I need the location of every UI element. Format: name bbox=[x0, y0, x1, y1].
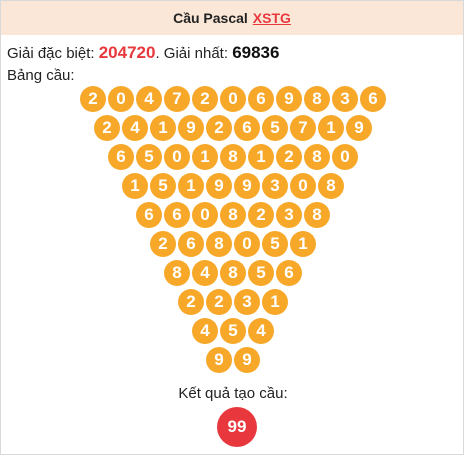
number-ball: 6 bbox=[360, 86, 386, 112]
number-ball: 8 bbox=[304, 86, 330, 112]
number-ball: 2 bbox=[248, 202, 274, 228]
result-ball: 99 bbox=[217, 407, 257, 447]
number-ball: 0 bbox=[220, 86, 246, 112]
number-ball: 5 bbox=[136, 144, 162, 170]
number-ball: 5 bbox=[262, 115, 288, 141]
number-ball: 0 bbox=[192, 202, 218, 228]
number-ball: 3 bbox=[234, 289, 260, 315]
number-ball: 0 bbox=[332, 144, 358, 170]
number-ball: 9 bbox=[206, 173, 232, 199]
number-ball: 2 bbox=[276, 144, 302, 170]
number-ball: 8 bbox=[164, 260, 190, 286]
number-ball: 1 bbox=[262, 289, 288, 315]
first-prize-value: 69836 bbox=[232, 43, 280, 62]
number-ball: 6 bbox=[136, 202, 162, 228]
number-ball: 8 bbox=[318, 173, 344, 199]
number-ball: 1 bbox=[192, 144, 218, 170]
number-ball: 9 bbox=[346, 115, 372, 141]
number-ball: 3 bbox=[262, 173, 288, 199]
number-ball: 1 bbox=[122, 173, 148, 199]
number-ball: 6 bbox=[234, 115, 260, 141]
number-ball: 1 bbox=[318, 115, 344, 141]
number-ball: 5 bbox=[248, 260, 274, 286]
number-ball: 9 bbox=[234, 347, 260, 373]
number-ball: 7 bbox=[290, 115, 316, 141]
number-ball: 5 bbox=[262, 231, 288, 257]
number-ball: 5 bbox=[220, 318, 246, 344]
number-ball: 6 bbox=[164, 202, 190, 228]
number-ball: 1 bbox=[178, 173, 204, 199]
board-label: Bảng cầu: bbox=[7, 67, 75, 84]
number-ball: 3 bbox=[276, 202, 302, 228]
number-ball: 6 bbox=[248, 86, 274, 112]
special-prize-value: 204720 bbox=[98, 43, 156, 62]
number-ball: 4 bbox=[136, 86, 162, 112]
number-ball: 3 bbox=[332, 86, 358, 112]
number-ball: 2 bbox=[192, 86, 218, 112]
number-ball: 8 bbox=[206, 231, 232, 257]
first-prize-label: Giải nhất: bbox=[163, 45, 229, 62]
number-ball: 2 bbox=[206, 115, 232, 141]
number-ball: 0 bbox=[234, 231, 260, 257]
widget-title: Cầu Pascal bbox=[173, 10, 248, 26]
number-ball: 4 bbox=[122, 115, 148, 141]
number-ball: 6 bbox=[276, 260, 302, 286]
number-ball: 8 bbox=[220, 144, 246, 170]
number-ball: 2 bbox=[178, 289, 204, 315]
number-ball: 6 bbox=[108, 144, 134, 170]
number-ball: 4 bbox=[248, 318, 274, 344]
number-ball: 0 bbox=[290, 173, 316, 199]
number-ball: 2 bbox=[206, 289, 232, 315]
number-ball: 8 bbox=[220, 260, 246, 286]
separator: . bbox=[155, 45, 160, 62]
number-ball: 9 bbox=[178, 115, 204, 141]
number-ball: 1 bbox=[248, 144, 274, 170]
number-ball: 5 bbox=[150, 173, 176, 199]
number-ball: 8 bbox=[220, 202, 246, 228]
prize-info: Giải đặc biệt: 204720. Giải nhất: 69836 bbox=[7, 43, 279, 63]
number-ball: 2 bbox=[150, 231, 176, 257]
number-ball: 7 bbox=[164, 86, 190, 112]
number-ball: 8 bbox=[304, 144, 330, 170]
number-ball: 4 bbox=[192, 260, 218, 286]
number-ball: 0 bbox=[108, 86, 134, 112]
number-ball: 6 bbox=[178, 231, 204, 257]
special-prize-label: Giải đặc biệt: bbox=[7, 45, 95, 62]
number-ball: 4 bbox=[192, 318, 218, 344]
result-label: Kết quả tạo cầu: bbox=[178, 385, 288, 402]
number-ball: 1 bbox=[150, 115, 176, 141]
number-ball: 9 bbox=[276, 86, 302, 112]
number-ball: 9 bbox=[206, 347, 232, 373]
xstg-link[interactable]: XSTG bbox=[252, 10, 291, 26]
number-ball: 9 bbox=[234, 173, 260, 199]
number-ball: 2 bbox=[80, 86, 106, 112]
number-ball: 8 bbox=[304, 202, 330, 228]
number-ball: 0 bbox=[164, 144, 190, 170]
widget-header: Cầu Pascal XSTG bbox=[1, 1, 463, 35]
number-ball: 1 bbox=[290, 231, 316, 257]
number-ball: 2 bbox=[94, 115, 120, 141]
